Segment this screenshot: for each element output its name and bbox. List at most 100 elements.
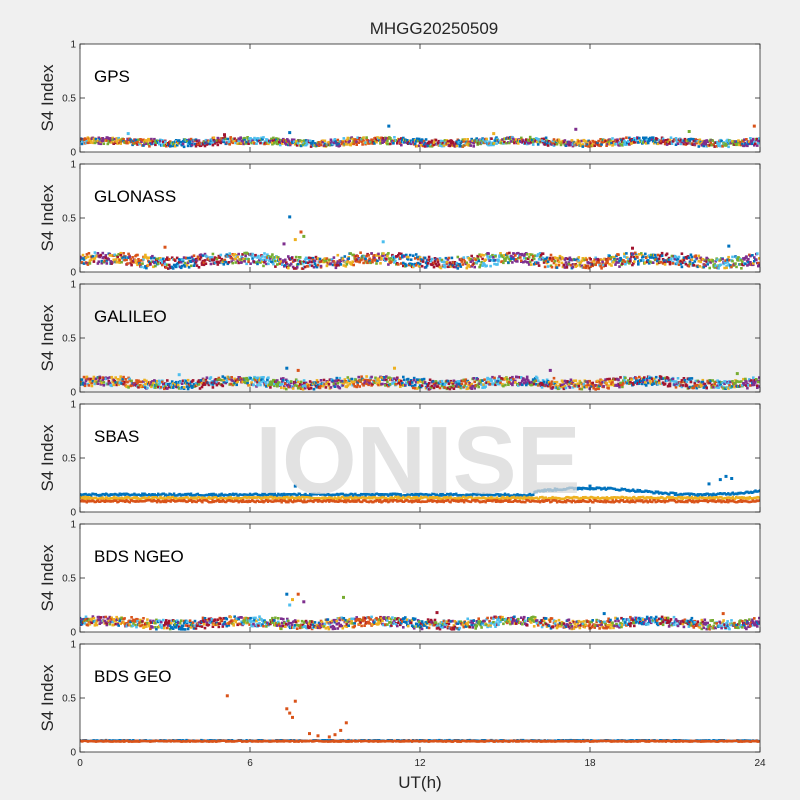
data-point <box>229 136 232 139</box>
data-point <box>459 265 463 268</box>
data-point <box>607 256 610 259</box>
data-point <box>80 378 82 381</box>
data-point <box>594 263 597 267</box>
data-point <box>117 494 120 497</box>
data-point <box>548 256 552 260</box>
data-point <box>120 496 124 499</box>
data-point <box>706 140 709 144</box>
data-point <box>743 144 746 148</box>
data-point <box>375 140 378 144</box>
data-point <box>94 137 98 141</box>
data-point <box>80 380 83 384</box>
data-point <box>157 385 160 389</box>
data-point <box>80 258 82 262</box>
data-point <box>222 263 226 266</box>
data-point <box>332 256 336 259</box>
data-point <box>571 263 575 266</box>
data-point <box>386 139 389 143</box>
data-point <box>336 253 340 257</box>
data-point <box>273 141 276 145</box>
data-point <box>525 383 528 387</box>
data-point <box>154 386 157 389</box>
data-point <box>654 380 658 384</box>
data-point <box>361 143 364 146</box>
data-point <box>493 142 496 145</box>
data-point <box>412 376 416 380</box>
figure-title: MHGG20250509 <box>370 19 499 38</box>
data-point <box>656 142 660 146</box>
data-point <box>671 260 675 264</box>
data-point <box>650 256 654 259</box>
data-point <box>578 387 582 391</box>
data-point <box>190 255 194 259</box>
data-point <box>589 142 592 146</box>
data-point <box>418 262 422 266</box>
data-point <box>469 384 472 387</box>
data-points <box>80 474 760 504</box>
data-point <box>335 264 339 267</box>
data-point <box>708 266 711 270</box>
data-point <box>696 493 699 496</box>
data-point <box>164 262 167 266</box>
data-point <box>757 261 760 265</box>
data-point <box>110 141 113 144</box>
data-point <box>415 256 419 259</box>
data-point <box>473 265 476 269</box>
data-point <box>566 257 570 261</box>
data-point <box>245 262 248 266</box>
data-point <box>332 139 336 142</box>
data-point <box>168 257 171 261</box>
data-point <box>680 385 684 389</box>
data-point <box>237 252 240 256</box>
data-point <box>301 388 305 391</box>
data-point <box>742 377 745 381</box>
data-point <box>203 259 207 262</box>
data-point <box>302 260 306 263</box>
data-point <box>695 386 699 390</box>
data-point <box>582 266 586 269</box>
data-point <box>644 256 648 260</box>
data-point <box>552 489 555 492</box>
data-point <box>179 266 183 270</box>
data-point <box>116 378 119 381</box>
data-point <box>282 492 286 496</box>
data-point <box>727 255 730 259</box>
data-point <box>253 375 256 379</box>
data-point <box>364 378 367 382</box>
data-point <box>668 261 672 264</box>
data-point <box>244 257 247 261</box>
data-point <box>112 495 116 499</box>
data-point <box>481 257 484 261</box>
data-point <box>739 263 742 266</box>
data-point <box>221 375 225 378</box>
data-point <box>257 254 260 258</box>
data-point <box>745 138 748 141</box>
data-point <box>285 261 288 264</box>
data-point <box>165 382 168 386</box>
data-point <box>307 256 311 260</box>
data-point <box>550 380 554 383</box>
data-point <box>352 382 355 386</box>
y-tick-label: 0 <box>70 388 76 399</box>
data-point <box>741 383 744 387</box>
data-point <box>420 384 424 387</box>
data-point <box>472 385 475 388</box>
data-point <box>310 494 313 497</box>
data-point <box>528 135 532 139</box>
data-point <box>108 376 112 379</box>
data-point <box>551 386 555 389</box>
data-point <box>410 262 414 266</box>
data-point <box>179 141 183 144</box>
data-point <box>709 141 712 145</box>
data-point <box>418 256 422 259</box>
data-point <box>744 377 747 381</box>
data-point <box>181 379 185 383</box>
data-point <box>363 492 366 496</box>
data-point <box>597 139 600 143</box>
data-point <box>602 384 605 388</box>
data-point <box>751 142 754 146</box>
data-point <box>373 494 376 497</box>
data-point <box>472 145 475 148</box>
data-point <box>346 138 350 142</box>
data-point <box>294 378 298 381</box>
